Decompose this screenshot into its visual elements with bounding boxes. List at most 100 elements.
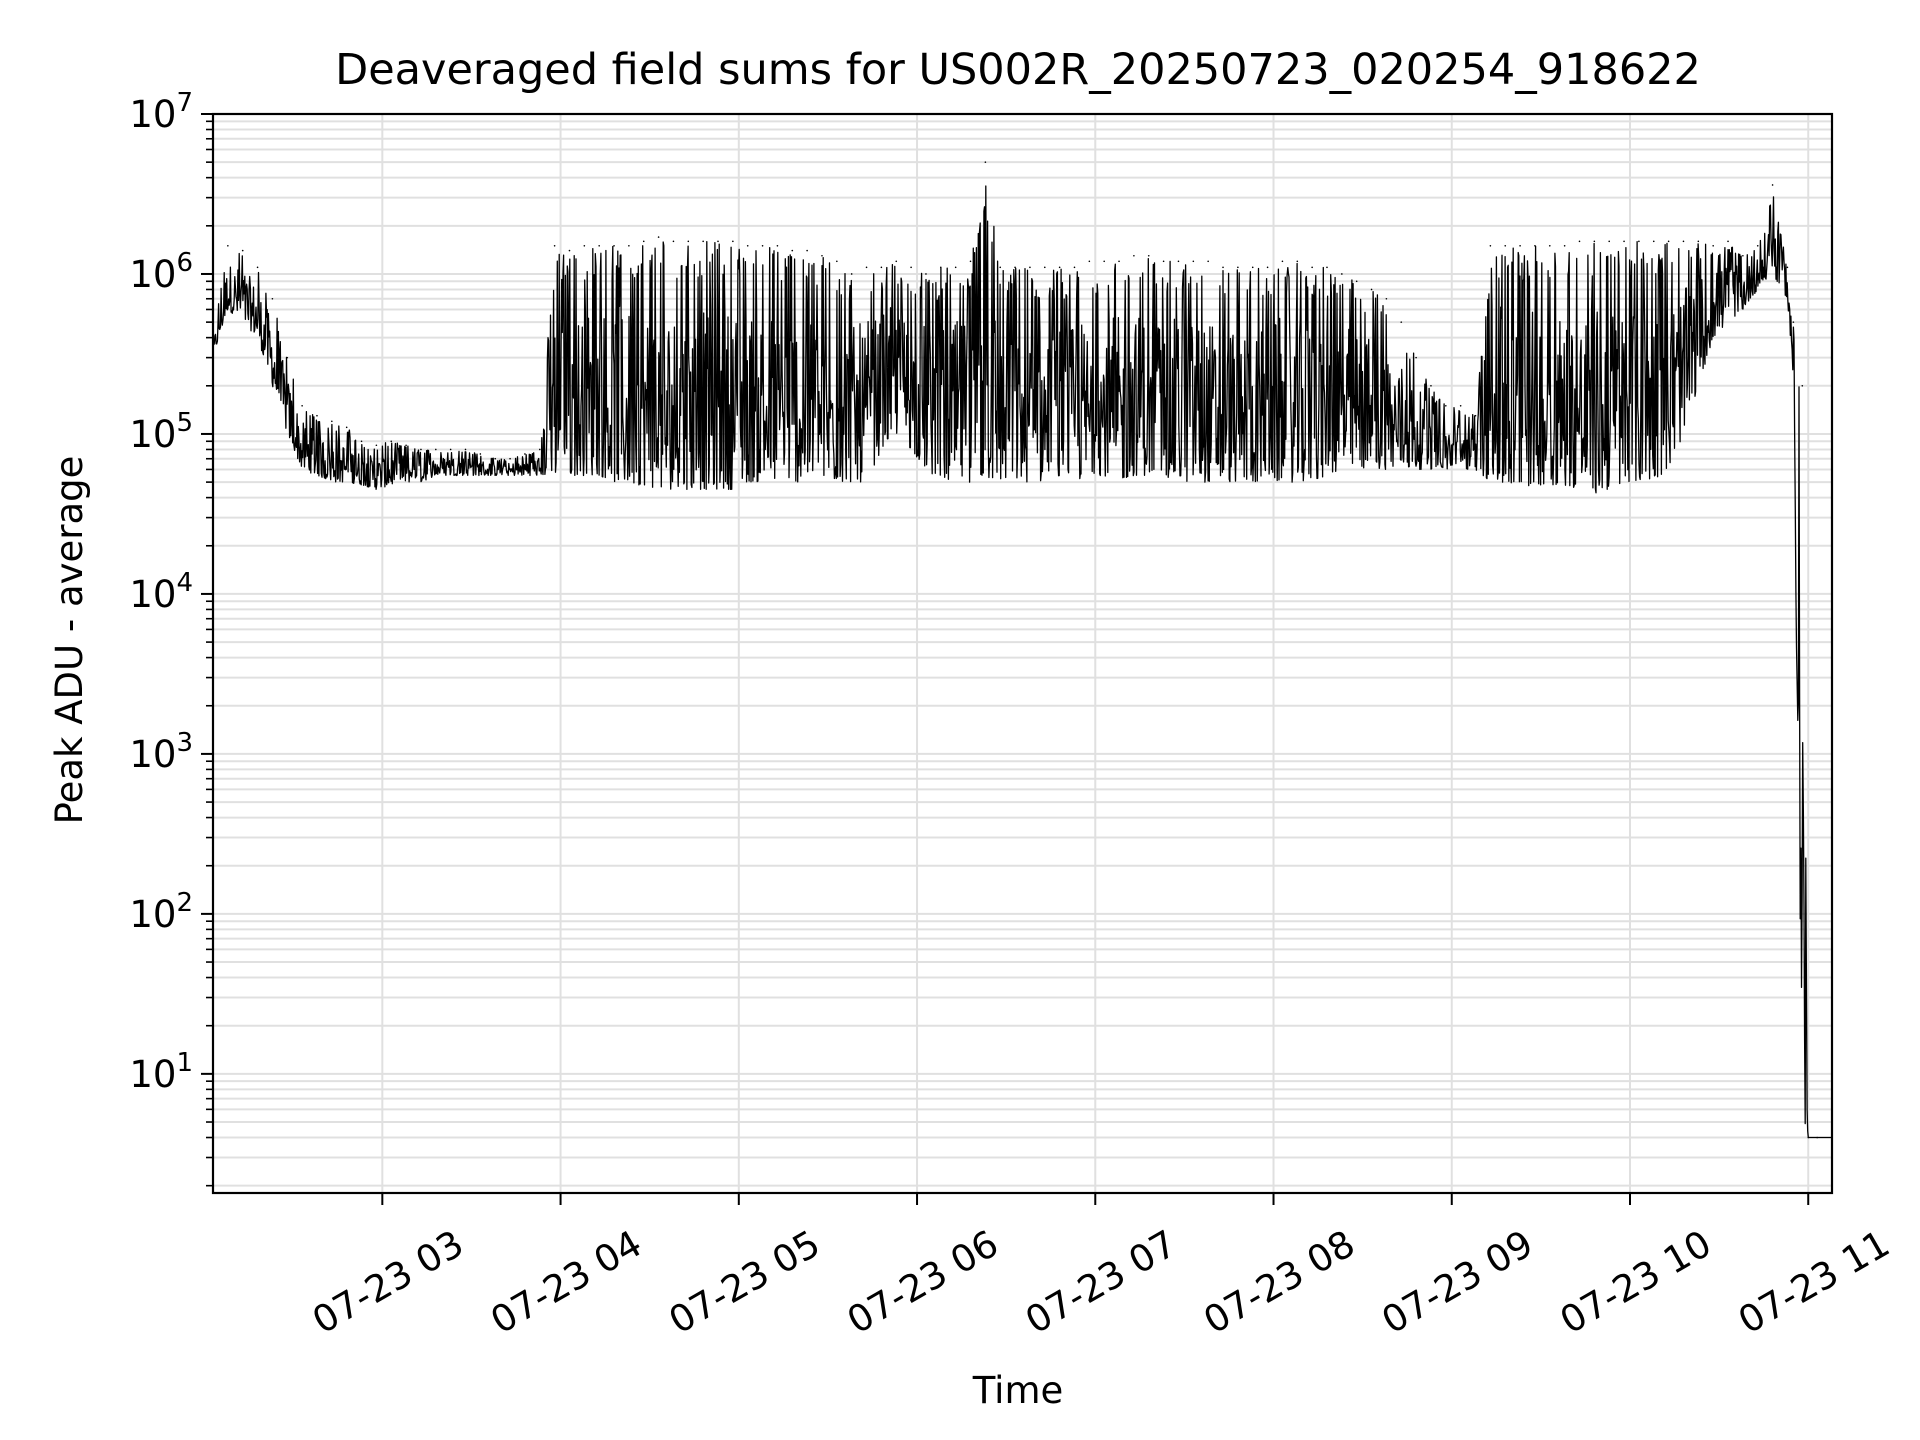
data-point-high [1667,240,1670,243]
data-point-high [1133,254,1135,257]
data-point-high [1162,260,1165,263]
data-point-high [925,273,927,275]
data-point-high [1771,184,1774,186]
data-point-high [256,266,259,269]
data-point-high [1563,245,1566,247]
y-tick-label: 107 [129,88,193,136]
data-point-high [568,249,571,252]
data-point-high [969,260,972,263]
data-point-high [1489,245,1492,247]
data-point-high [732,240,734,243]
data-point-high [1474,414,1477,417]
data-point-high [1534,245,1536,247]
chart-title: Deaveraged field sums for US002R_2025072… [335,45,1701,95]
data-point-high [316,414,318,417]
data-point-high [865,266,868,269]
data-point-high [761,245,764,247]
data-point-high [1281,260,1284,263]
data-point-high [1400,321,1403,323]
data-point-high [657,236,660,238]
data-point-high [613,245,615,247]
data-point-high [331,420,333,423]
data-point-high [583,245,586,247]
data-point-high [1608,240,1611,243]
data-point-high [345,426,348,429]
data-point-high [1786,266,1789,269]
data-point-high [1043,266,1046,269]
y-axis-label: Peak ADU - average [48,456,91,825]
data-point-high [1792,321,1795,323]
data-point-high [1058,266,1061,269]
data-point-high [895,260,898,263]
data-point-high [746,245,749,247]
data-point-high [954,266,957,269]
data-point-high [1807,1136,1810,1139]
data-point-high [1385,297,1388,300]
data-point-high [301,404,303,407]
data-point-high [1029,266,1031,269]
data-point-high [390,440,393,443]
data-point-high [1355,280,1358,283]
data-point-high [821,254,823,257]
y-tick-label: 105 [129,408,193,456]
data-point-high [1519,245,1521,247]
plot-frame [211,112,1834,1195]
y-tick-label: 104 [129,568,193,616]
data-point-high [1638,240,1640,243]
data-point-high [405,444,407,447]
data-point-high [880,266,883,269]
data-point-high [687,240,690,243]
data-point-high [494,457,497,460]
data-point-high [1326,266,1328,269]
data-point-high [1014,266,1016,269]
data-point-high [1816,1136,1818,1139]
data-point-high [850,273,853,275]
data-point-high [1712,245,1714,247]
data-point-high [449,448,452,451]
data-point-high [1118,260,1120,263]
data-point-high [1459,404,1462,407]
data-point-high [1578,240,1581,243]
data-point-high [1177,260,1180,263]
data-point-high [1341,273,1343,275]
data-point-high [1311,266,1313,269]
data-point-high [776,245,779,247]
data-point-high [1266,266,1269,269]
data-point-high [717,240,719,243]
y-tick-label: 101 [129,1048,193,1096]
data-point-high [1222,266,1224,269]
y-tick-label: 102 [129,888,193,936]
data-point-high [1801,384,1804,387]
data-point-high [672,240,675,243]
data-point-high [1593,240,1596,243]
data-point-high [1682,240,1685,243]
data-point-high [1756,245,1759,247]
data-point-high [1103,260,1105,263]
y-tick-label: 103 [129,728,193,776]
data-point-high [553,245,556,247]
data-point-high [836,260,838,263]
data-point-high [538,448,541,451]
data-point-high [940,266,942,269]
data-point-high [360,440,363,443]
data-point-high [227,245,229,247]
data-point-high [375,444,378,447]
data-point-high [271,297,274,300]
data-point-high [1296,260,1299,263]
data-point-high [1251,266,1254,269]
data-point-high [1073,266,1076,269]
data-point-high [464,448,467,451]
data-series-line [212,185,1833,1139]
data-point-high [1192,260,1195,263]
data-point-high [286,356,289,359]
data-point-high [1727,240,1729,243]
data-point-high [1430,384,1432,387]
data-point-high [241,249,244,252]
data-point-high [1415,356,1417,359]
data-point-high [1742,254,1744,257]
data-point-high [1504,245,1507,247]
data-point-high [598,245,600,247]
data-point-high [1370,288,1373,291]
data-point-high [999,266,1002,269]
